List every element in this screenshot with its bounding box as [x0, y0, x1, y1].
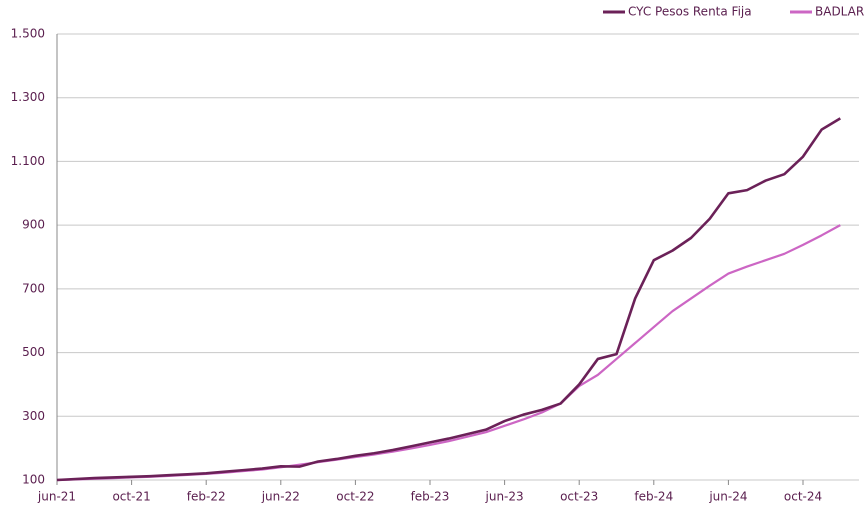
x-tick-label: oct-23	[560, 490, 598, 504]
y-tick-label: 100	[22, 473, 45, 487]
x-tick-label: jun-24	[708, 490, 747, 504]
x-tick-label: jun-22	[261, 490, 300, 504]
y-tick-label: 900	[22, 218, 45, 232]
x-tick-label: jun-21	[37, 490, 76, 504]
y-tick-label: 1.500	[11, 27, 45, 41]
x-tick-label: feb-22	[187, 490, 226, 504]
y-tick-label: 700	[22, 281, 45, 295]
x-tick-label: oct-22	[336, 490, 374, 504]
y-tick-label: 500	[22, 345, 45, 359]
legend-label: CYC Pesos Renta Fija	[628, 5, 752, 19]
series-line	[56, 117, 841, 482]
x-tick-label: oct-24	[784, 490, 822, 504]
x-tick-label: feb-23	[411, 490, 450, 504]
y-tick-label: 1.300	[11, 90, 45, 104]
legend-label: BADLAR	[815, 5, 864, 19]
y-tick-label: 1.100	[11, 154, 45, 168]
x-tick-label: feb-24	[634, 490, 673, 504]
x-tick-label: oct-21	[112, 490, 150, 504]
x-tick-label: jun-23	[485, 490, 524, 504]
y-tick-label: 300	[22, 409, 45, 423]
